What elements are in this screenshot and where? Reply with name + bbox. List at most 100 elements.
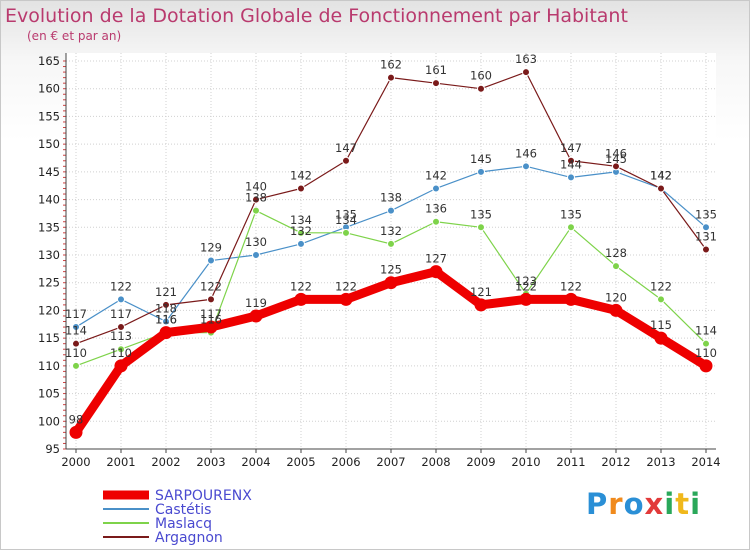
data-label: 146 [605, 146, 627, 160]
y-tick-label: 120 [38, 303, 60, 317]
y-tick-label: 95 [45, 442, 60, 456]
data-label: 127 [425, 252, 447, 266]
data-point [252, 206, 260, 215]
x-tick-label: 2000 [61, 455, 90, 469]
x-tick-label: 2014 [691, 455, 720, 469]
logo-letter: i [690, 487, 702, 521]
data-point [387, 239, 395, 248]
data-label: 122 [200, 279, 222, 293]
data-point [297, 228, 305, 237]
y-tick-label: 165 [38, 54, 60, 68]
data-label: 138 [380, 191, 402, 205]
y-tick-label: 135 [38, 220, 60, 234]
x-tick-label: 2003 [196, 455, 225, 469]
data-label: 122 [650, 279, 672, 293]
data-label: 134 [335, 213, 357, 227]
legend-label: Castétis [155, 502, 211, 518]
data-label: 146 [515, 146, 537, 160]
data-point [432, 184, 440, 193]
data-point [384, 276, 398, 290]
data-label: 117 [65, 307, 87, 321]
data-label: 142 [650, 168, 672, 182]
data-point [249, 309, 263, 323]
data-label: 144 [560, 157, 582, 171]
x-tick-label: 2011 [556, 455, 585, 469]
data-point [567, 173, 575, 182]
data-point [72, 323, 80, 332]
chart-title: Evolution de la Dotation Globale de Fonc… [5, 5, 628, 27]
x-tick-label: 2002 [151, 455, 180, 469]
x-tick-label: 2001 [106, 455, 135, 469]
x-tick-label: 2005 [286, 455, 315, 469]
data-label: 122 [290, 279, 312, 293]
data-point [207, 256, 215, 265]
data-point [297, 184, 305, 193]
chart-subtitle: (en € et par an) [27, 29, 122, 43]
data-point [204, 320, 218, 334]
data-point [522, 68, 530, 77]
data-point [702, 245, 710, 254]
data-point [387, 73, 395, 82]
data-point [162, 300, 170, 309]
legend-label: Argagnon [155, 530, 223, 546]
data-point [342, 228, 350, 237]
y-tick-label: 110 [38, 359, 60, 373]
data-point [162, 317, 170, 326]
y-tick-label: 105 [38, 387, 60, 401]
data-label: 110 [110, 346, 132, 360]
data-label: 147 [560, 141, 582, 155]
y-tick-label: 150 [38, 137, 60, 151]
y-tick-label: 115 [38, 331, 60, 345]
data-label: 119 [245, 296, 267, 310]
logo-letter: x [644, 487, 665, 521]
data-label: 145 [470, 152, 492, 166]
data-label: 116 [155, 313, 177, 327]
x-tick-label: 2013 [646, 455, 675, 469]
data-point [477, 223, 485, 232]
data-point [474, 298, 488, 312]
data-point [297, 239, 305, 248]
data-label: 160 [470, 69, 492, 83]
data-point [519, 292, 533, 306]
data-label: 147 [335, 141, 357, 155]
data-label: 135 [335, 207, 357, 221]
data-point [72, 361, 80, 370]
logo-letter: r [608, 487, 624, 521]
data-point [654, 331, 668, 345]
data-label: 140 [245, 180, 267, 194]
data-point [657, 295, 665, 304]
y-tick-label: 100 [38, 414, 60, 428]
data-label: 115 [650, 318, 672, 332]
data-point [522, 162, 530, 171]
data-point [564, 292, 578, 306]
legend-label: Maslacq [155, 516, 212, 532]
data-label: 120 [605, 290, 627, 304]
data-label: 132 [290, 224, 312, 238]
y-tick-label: 140 [38, 193, 60, 207]
data-point [612, 162, 620, 171]
data-label: 121 [155, 285, 177, 299]
data-label: 135 [560, 207, 582, 221]
data-point [429, 265, 443, 279]
logo-letter: t [675, 487, 691, 521]
data-label: 117 [110, 307, 132, 321]
data-label: 145 [605, 152, 627, 166]
data-point [702, 223, 710, 232]
y-tick-label: 125 [38, 276, 60, 290]
data-label: 135 [470, 207, 492, 221]
data-point [567, 223, 575, 232]
data-point [339, 292, 353, 306]
data-point [117, 295, 125, 304]
data-label: 136 [425, 202, 447, 216]
data-label: 110 [65, 346, 87, 360]
data-label: 142 [425, 168, 447, 182]
x-tick-label: 2006 [331, 455, 360, 469]
data-label: 130 [245, 235, 267, 249]
y-tick-label: 130 [38, 248, 60, 262]
proxiti-logo: Proxiti [586, 487, 701, 521]
data-point [72, 339, 80, 348]
y-tick-label: 155 [38, 109, 60, 123]
data-label: 135 [695, 207, 717, 221]
